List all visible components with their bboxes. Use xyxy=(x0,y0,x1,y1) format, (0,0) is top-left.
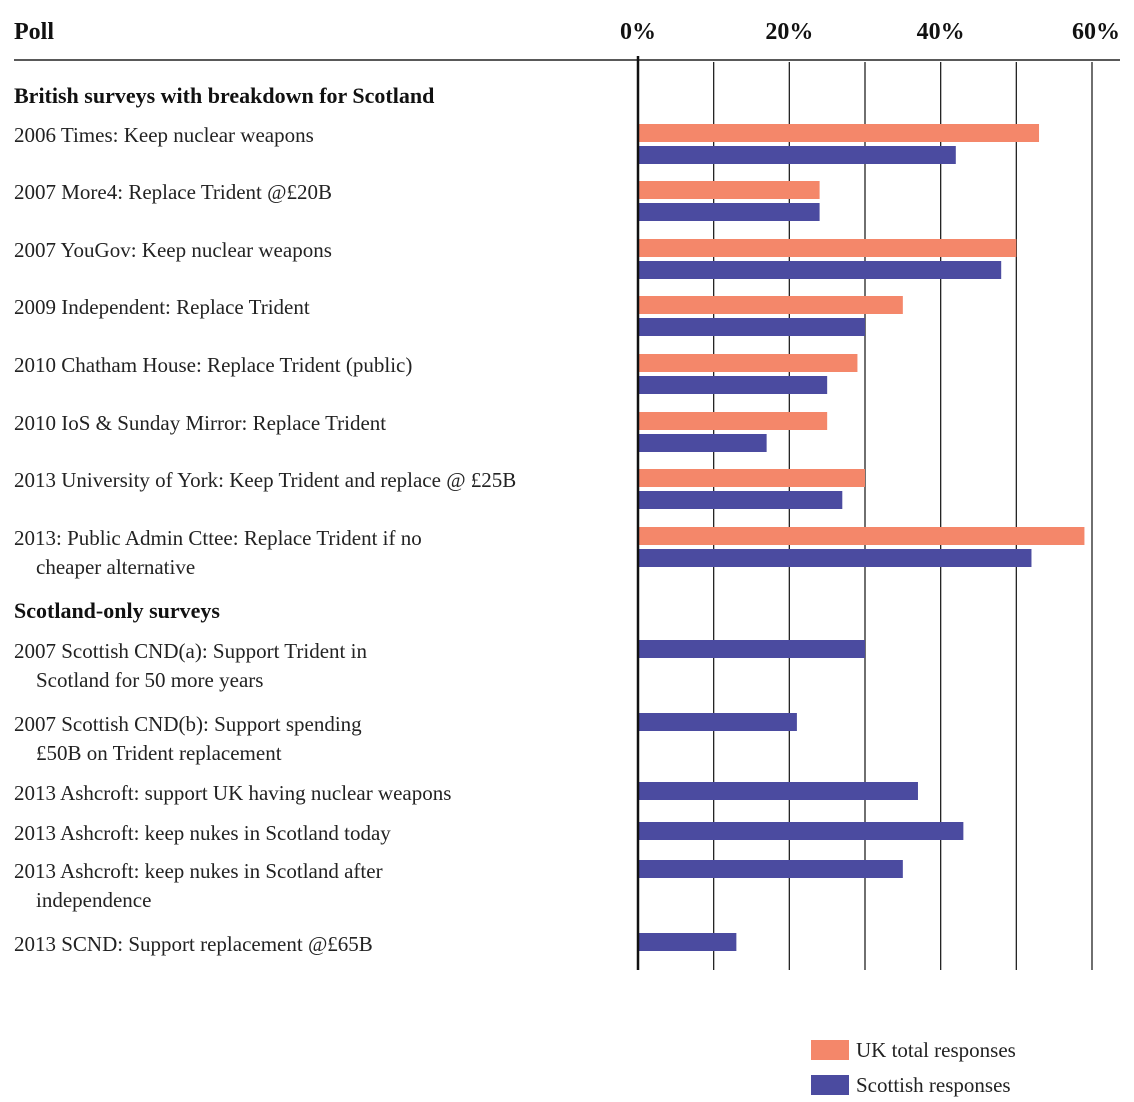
axis-ticks: 0% 20% 40% 60% xyxy=(620,19,1120,45)
legend: UK total responses Scottish responses xyxy=(811,1038,1016,1097)
bar-uk xyxy=(638,412,828,430)
poll-label: 2007 More4: Replace Trident @£20B xyxy=(14,180,332,204)
bar-uk xyxy=(638,469,865,487)
tick-label: 60% xyxy=(1072,19,1120,45)
poll-label: 2013 Ashcroft: support UK having nuclear… xyxy=(14,781,451,805)
bar-uk xyxy=(638,124,1040,142)
bar-uk xyxy=(638,239,1017,257)
bar-scottish xyxy=(638,146,956,164)
poll-label: 2007 YouGov: Keep nuclear weapons xyxy=(14,238,332,262)
tick-label: 0% xyxy=(620,19,656,45)
bar-scottish xyxy=(638,318,865,336)
poll-label: Scotland for 50 more years xyxy=(36,668,263,692)
bar-scottish xyxy=(638,491,843,509)
bar-scottish xyxy=(638,376,828,394)
bar-scottish xyxy=(638,434,767,452)
bar-uk xyxy=(638,296,903,314)
bar-scottish xyxy=(638,640,865,658)
bar-uk xyxy=(638,354,858,372)
bar-uk xyxy=(638,181,820,199)
poll-label: 2009 Independent: Replace Trident xyxy=(14,295,310,319)
poll-label: independence xyxy=(36,888,151,912)
bar-scottish xyxy=(638,713,797,731)
poll-label: 2010 IoS & Sunday Mirror: Replace Triden… xyxy=(14,411,386,435)
poll-label: 2013 University of York: Keep Trident an… xyxy=(14,468,516,492)
poll-label: 2013 SCND: Support replacement @£65B xyxy=(14,932,373,956)
bar-scottish xyxy=(638,860,903,878)
bar-scottish xyxy=(638,261,1002,279)
section-heading: Scotland-only surveys xyxy=(14,598,220,623)
legend-label-uk: UK total responses xyxy=(856,1038,1016,1062)
poll-label: 2010 Chatham House: Replace Trident (pub… xyxy=(14,353,412,377)
tick-label: 40% xyxy=(917,19,965,45)
poll-label: 2006 Times: Keep nuclear weapons xyxy=(14,123,314,147)
column-title: Poll xyxy=(14,19,54,45)
poll-label: 2013 Ashcroft: keep nukes in Scotland to… xyxy=(14,821,391,845)
bar-uk xyxy=(638,527,1085,545)
poll-label: 2013 Ashcroft: keep nukes in Scotland af… xyxy=(14,859,383,883)
bar-scottish xyxy=(638,933,737,951)
poll-label: £50B on Trident replacement xyxy=(36,741,282,765)
bar-scottish xyxy=(638,822,964,840)
poll-label: 2007 Scottish CND(b): Support spending xyxy=(14,712,362,736)
tick-label: 20% xyxy=(765,19,813,45)
legend-swatch-uk xyxy=(811,1040,849,1060)
bar-scottish xyxy=(638,549,1032,567)
poll-label: cheaper alternative xyxy=(36,555,195,579)
legend-swatch-scot xyxy=(811,1075,849,1095)
poll-label: 2013: Public Admin Cttee: Replace Triden… xyxy=(14,526,422,550)
bar-scottish xyxy=(638,203,820,221)
legend-label-scot: Scottish responses xyxy=(856,1073,1011,1097)
poll-label: 2007 Scottish CND(a): Support Trident in xyxy=(14,639,367,663)
section-heading: British surveys with breakdown for Scotl… xyxy=(14,83,434,108)
bar-scottish xyxy=(638,782,918,800)
poll-rows: British surveys with breakdown for Scotl… xyxy=(14,83,1085,956)
